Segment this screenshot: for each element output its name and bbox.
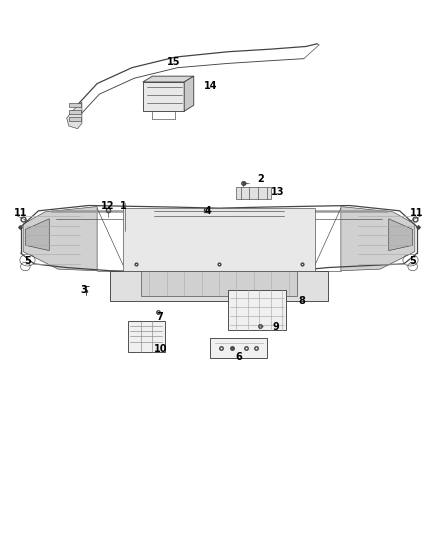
Polygon shape [69,110,81,114]
Polygon shape [67,102,82,128]
Text: 5: 5 [24,256,31,266]
Polygon shape [69,103,81,108]
Text: 11: 11 [410,208,424,219]
Text: 2: 2 [257,174,264,184]
Polygon shape [127,320,165,352]
Polygon shape [110,271,328,301]
Text: 12: 12 [101,200,115,211]
Polygon shape [184,76,194,111]
Polygon shape [228,290,286,330]
Text: 8: 8 [298,296,305,306]
Polygon shape [341,207,415,271]
Text: 3: 3 [81,285,88,295]
Text: 4: 4 [205,206,212,216]
Text: 1: 1 [120,200,127,211]
Text: 9: 9 [272,322,279,333]
Polygon shape [143,76,194,82]
Polygon shape [25,219,49,251]
Text: 5: 5 [409,256,416,266]
Text: 11: 11 [14,208,28,219]
Polygon shape [237,187,271,199]
Text: 14: 14 [204,81,217,91]
Text: 10: 10 [153,344,167,354]
Polygon shape [143,82,184,111]
Polygon shape [23,207,97,271]
Text: 15: 15 [166,58,180,67]
Text: 6: 6 [235,352,242,361]
Text: 7: 7 [157,312,164,322]
Polygon shape [389,219,413,251]
Polygon shape [141,271,297,296]
Text: 13: 13 [271,187,285,197]
Polygon shape [123,208,315,271]
Polygon shape [210,338,267,358]
Polygon shape [69,117,81,121]
